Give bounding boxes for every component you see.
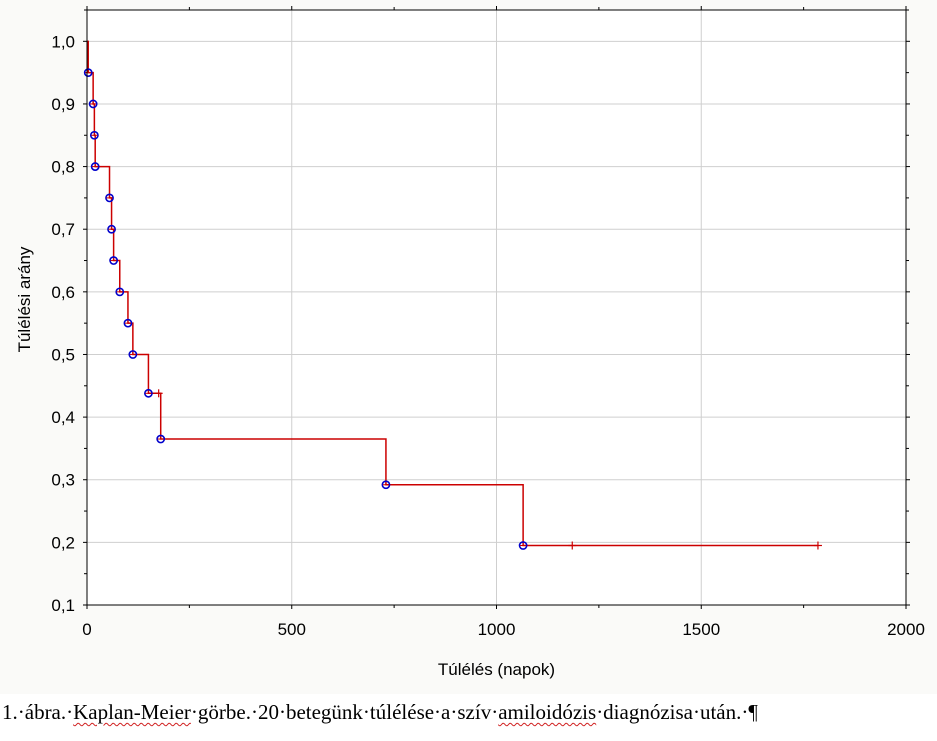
caption-end: ·diagnózisa·után.·¶ [596,700,758,724]
event-point [83,68,93,78]
event-point [128,350,138,359]
caption-amiloidozis: amiloidózis [498,700,597,724]
caption-kaplan-meier: Kaplan-Meier [73,700,191,724]
event-point [89,130,99,140]
y-tick-labels: 0,1 0,2 0,3 0,4 0,5 0,6 0,7 0,8 0,9 1,0 [51,32,75,615]
y-axis-title: Túlélési arány [15,246,34,352]
x-tick-labels: 0 500 1000 1500 2000 [82,620,925,639]
figure-area: 0,1 0,2 0,3 0,4 0,5 0,6 0,7 0,8 0,9 1,0 0 500 1000 1… [15,6,925,679]
y-tick-label: 0,6 [51,283,75,302]
event-markers [83,68,822,550]
x-tick-label: 1000 [478,620,516,639]
caption-number: 1.·ábra.· [2,700,74,724]
y-tick-label: 0,5 [51,345,75,364]
y-tick-label: 0,8 [51,158,75,177]
event-point [381,480,391,490]
x-tick-label: 500 [278,620,306,639]
caption-text: ·görbe.·20·betegünk·túlélése·a·szív· [190,700,499,724]
event-point [90,162,100,171]
x-axis-title: Túlélés (napok) [438,660,555,679]
grid-lines [87,10,906,605]
figure-caption: 1.·ábra.·Kaplan-Meier·görbe.·20·betegünk… [2,700,932,725]
event-point [115,287,125,297]
y-tick-label: 0,2 [51,533,75,552]
x-tick-label: 0 [82,620,91,639]
y-tick-label: 1,0 [51,32,75,51]
event-point [105,193,114,203]
event-point [518,541,528,550]
event-point [109,256,119,265]
y-tick-label: 0,3 [51,471,75,490]
plot-frame [86,9,907,606]
event-point [156,434,166,444]
y-tick-label: 0,7 [51,220,75,239]
y-tick-label: 0,9 [51,95,75,114]
y-tick-label: 0,4 [51,408,75,427]
x-tick-label: 1500 [682,620,720,639]
event-point [107,224,116,234]
event-point [88,99,98,109]
kaplan-meier-chart: 0,1 0,2 0,3 0,4 0,5 0,6 0,7 0,8 0,9 1,0 0 500 1000 1… [15,6,925,679]
y-tick-label: 0,1 [51,596,75,615]
x-tick-label: 2000 [887,620,925,639]
event-point [123,318,133,328]
event-point [144,388,153,398]
